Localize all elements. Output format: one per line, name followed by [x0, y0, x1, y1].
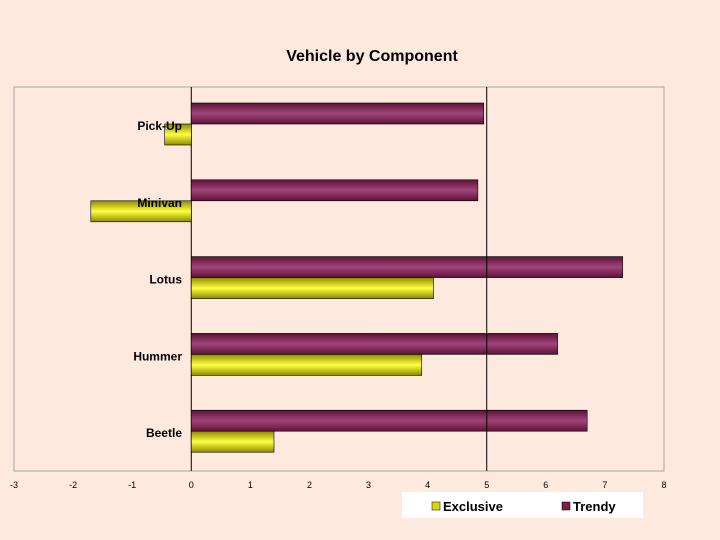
category-label: Pick-Up: [137, 119, 182, 133]
category-label: Beetle: [146, 426, 182, 440]
bar-trendy-minivan: [190, 179, 479, 202]
legend-swatch-trendy: [561, 501, 571, 511]
bar-trendy-lotus: [190, 256, 623, 278]
legend-label-trendy: Trendy: [573, 499, 616, 514]
bar-exclusive-beetle: [190, 430, 275, 453]
plot-area: [13, 86, 665, 472]
x-tick-label: 1: [248, 480, 253, 490]
category-label: Hummer: [133, 349, 182, 363]
x-tick-label: 8: [661, 480, 666, 490]
x-tick-label: 5: [484, 480, 489, 490]
bar-trendy-beetle: [190, 409, 588, 432]
x-tick-label: -2: [69, 480, 77, 490]
legend-label-exclusive: Exclusive: [443, 499, 503, 514]
category-label: Minivan: [137, 196, 182, 210]
x-tick-label: -3: [10, 480, 18, 490]
x-tick-label: 0: [189, 480, 194, 490]
bar-exclusive-pick-up: [164, 123, 192, 146]
x-tick-label: 7: [602, 480, 607, 490]
x-tick-label: 2: [307, 480, 312, 490]
bar-trendy-hummer: [190, 333, 558, 355]
chart-title: Vehicle by Component: [286, 48, 458, 65]
bar-trendy-pick-up: [190, 102, 485, 125]
bar-exclusive-lotus: [190, 277, 434, 299]
legend-box: [402, 492, 643, 518]
bar-exclusive-minivan: [90, 200, 192, 223]
legend-swatch-exclusive: [431, 501, 441, 511]
x-tick-label: -1: [128, 480, 136, 490]
x-tick-label: 3: [366, 480, 371, 490]
x-tick-label: 4: [425, 480, 430, 490]
x-tick-label: 6: [543, 480, 548, 490]
bar-exclusive-hummer: [190, 354, 423, 376]
category-label: Lotus: [149, 273, 182, 287]
